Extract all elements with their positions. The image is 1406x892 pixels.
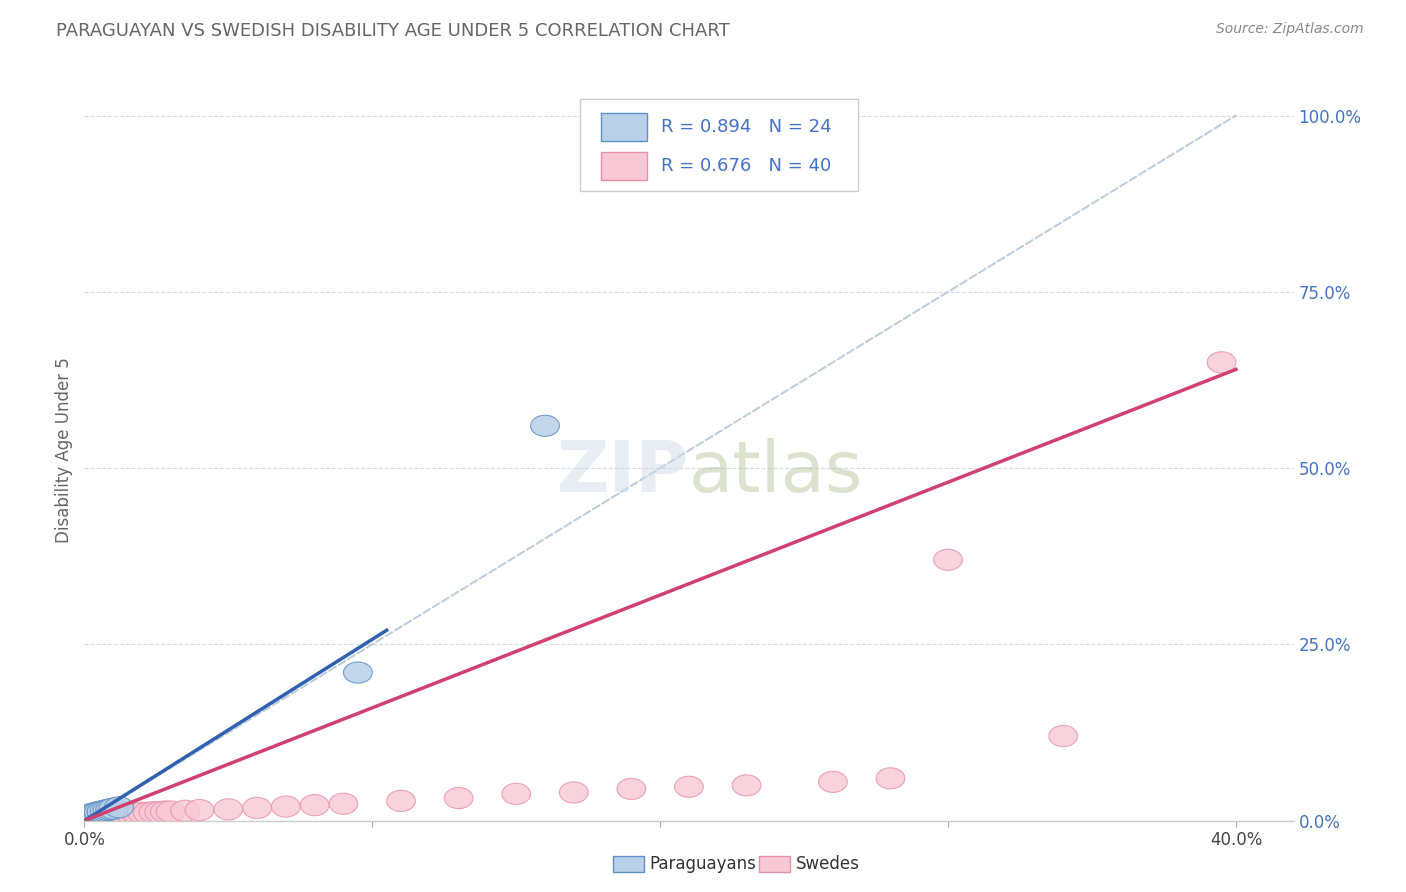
Ellipse shape bbox=[301, 795, 329, 815]
Ellipse shape bbox=[134, 802, 162, 823]
Ellipse shape bbox=[214, 798, 243, 820]
Ellipse shape bbox=[675, 776, 703, 797]
Ellipse shape bbox=[934, 549, 963, 570]
Ellipse shape bbox=[530, 415, 560, 436]
Ellipse shape bbox=[876, 768, 905, 789]
Ellipse shape bbox=[387, 790, 415, 812]
Ellipse shape bbox=[76, 805, 104, 826]
Ellipse shape bbox=[82, 806, 110, 828]
Text: PARAGUAYAN VS SWEDISH DISABILITY AGE UNDER 5 CORRELATION CHART: PARAGUAYAN VS SWEDISH DISABILITY AGE UND… bbox=[56, 22, 730, 40]
Ellipse shape bbox=[502, 783, 530, 805]
Ellipse shape bbox=[87, 805, 117, 827]
Ellipse shape bbox=[170, 800, 200, 822]
Ellipse shape bbox=[98, 798, 128, 819]
Ellipse shape bbox=[90, 805, 120, 827]
Ellipse shape bbox=[1208, 351, 1236, 373]
Ellipse shape bbox=[117, 803, 145, 824]
Ellipse shape bbox=[76, 805, 104, 826]
Ellipse shape bbox=[150, 801, 180, 822]
Ellipse shape bbox=[110, 804, 139, 825]
Ellipse shape bbox=[84, 802, 112, 822]
Ellipse shape bbox=[87, 801, 117, 822]
Ellipse shape bbox=[79, 805, 107, 826]
Ellipse shape bbox=[82, 802, 110, 823]
Ellipse shape bbox=[617, 779, 645, 799]
Ellipse shape bbox=[73, 807, 101, 829]
Ellipse shape bbox=[82, 803, 110, 824]
Ellipse shape bbox=[90, 800, 120, 822]
Ellipse shape bbox=[73, 806, 101, 828]
Text: Source: ZipAtlas.com: Source: ZipAtlas.com bbox=[1216, 22, 1364, 37]
Ellipse shape bbox=[79, 804, 107, 825]
Ellipse shape bbox=[343, 662, 373, 683]
Ellipse shape bbox=[96, 798, 125, 820]
Text: R = 0.894   N = 24: R = 0.894 N = 24 bbox=[661, 119, 832, 136]
Ellipse shape bbox=[560, 782, 588, 803]
Ellipse shape bbox=[98, 805, 128, 826]
Ellipse shape bbox=[72, 809, 100, 830]
Ellipse shape bbox=[87, 802, 117, 822]
Ellipse shape bbox=[79, 807, 107, 829]
FancyBboxPatch shape bbox=[581, 99, 858, 191]
Y-axis label: Disability Age Under 5: Disability Age Under 5 bbox=[55, 358, 73, 543]
Ellipse shape bbox=[271, 796, 301, 817]
Text: ZIP: ZIP bbox=[557, 438, 689, 508]
Ellipse shape bbox=[104, 797, 134, 818]
Text: R = 0.676   N = 40: R = 0.676 N = 40 bbox=[661, 157, 831, 175]
Ellipse shape bbox=[73, 808, 101, 829]
Ellipse shape bbox=[733, 775, 761, 796]
Ellipse shape bbox=[186, 799, 214, 821]
Ellipse shape bbox=[329, 793, 359, 814]
Ellipse shape bbox=[145, 802, 173, 822]
Ellipse shape bbox=[156, 801, 186, 822]
FancyBboxPatch shape bbox=[600, 113, 647, 141]
Ellipse shape bbox=[104, 804, 134, 825]
Ellipse shape bbox=[84, 802, 112, 823]
Ellipse shape bbox=[1049, 725, 1077, 747]
Ellipse shape bbox=[444, 788, 472, 809]
Ellipse shape bbox=[101, 805, 131, 826]
Text: Swedes: Swedes bbox=[796, 855, 859, 873]
Text: atlas: atlas bbox=[689, 438, 863, 508]
Ellipse shape bbox=[79, 803, 107, 824]
Ellipse shape bbox=[73, 809, 101, 830]
Ellipse shape bbox=[128, 802, 156, 823]
FancyBboxPatch shape bbox=[600, 153, 647, 180]
Ellipse shape bbox=[122, 803, 150, 824]
Ellipse shape bbox=[76, 805, 104, 827]
Ellipse shape bbox=[76, 808, 104, 829]
Ellipse shape bbox=[93, 805, 122, 826]
Ellipse shape bbox=[93, 799, 122, 821]
Ellipse shape bbox=[139, 802, 167, 822]
Ellipse shape bbox=[818, 772, 848, 792]
Ellipse shape bbox=[96, 805, 125, 826]
Ellipse shape bbox=[73, 805, 101, 827]
Text: Paraguayans: Paraguayans bbox=[650, 855, 756, 873]
Ellipse shape bbox=[243, 797, 271, 819]
Ellipse shape bbox=[84, 806, 112, 828]
